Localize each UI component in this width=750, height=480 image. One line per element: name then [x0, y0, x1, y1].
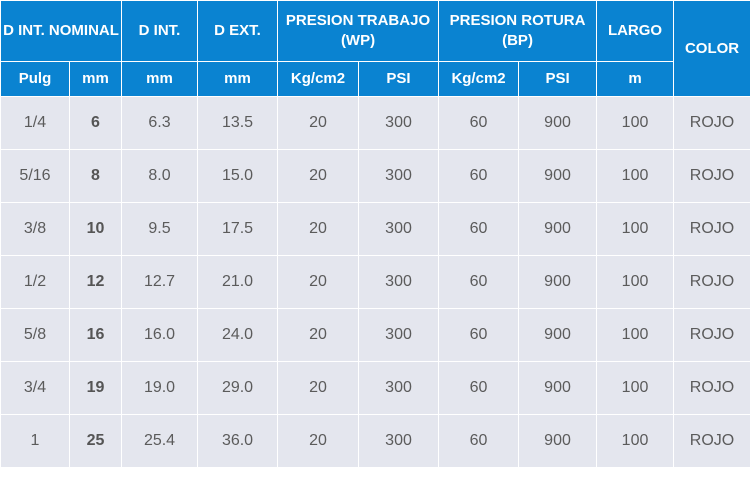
- cell-wp-kg: 20: [277, 202, 360, 256]
- cell-pulg: 3/8: [0, 202, 70, 256]
- cell-pulg: 5/16: [0, 149, 70, 203]
- cell-pulg: 1/2: [0, 255, 70, 309]
- cell-bp-kg: 60: [438, 361, 520, 415]
- cell-d-int: 19.0: [121, 361, 199, 415]
- cell-wp-kg: 20: [277, 308, 360, 362]
- cell-wp-psi: 300: [358, 96, 440, 150]
- cell-largo: 100: [596, 308, 675, 362]
- cell-mm-nominal: 8: [68, 149, 123, 203]
- unit-mm-ext: mm: [197, 61, 279, 97]
- cell-mm-nominal: 6: [68, 96, 123, 150]
- unit-mm-nominal: mm: [68, 61, 123, 97]
- table-row: 1/2 12 12.7 21.0 20 300 60 900 100 ROJO: [0, 255, 750, 309]
- header-largo: LARGO: [596, 0, 675, 62]
- unit-bp-psi: PSI: [518, 61, 598, 97]
- cell-mm-nominal: 12: [68, 255, 123, 309]
- table-row: 3/4 19 19.0 29.0 20 300 60 900 100 ROJO: [0, 361, 750, 415]
- cell-largo: 100: [596, 361, 675, 415]
- cell-bp-kg: 60: [438, 308, 520, 362]
- table-row: 5/8 16 16.0 24.0 20 300 60 900 100 ROJO: [0, 308, 750, 362]
- cell-bp-kg: 60: [438, 202, 520, 256]
- table-row: 5/16 8 8.0 15.0 20 300 60 900 100 ROJO: [0, 149, 750, 203]
- cell-wp-kg: 20: [277, 414, 360, 468]
- cell-bp-psi: 900: [518, 361, 598, 415]
- cell-bp-psi: 900: [518, 255, 598, 309]
- unit-wp-kg: Kg/cm2: [277, 61, 360, 97]
- cell-d-int: 12.7: [121, 255, 199, 309]
- cell-bp-psi: 900: [518, 308, 598, 362]
- unit-largo-m: m: [596, 61, 675, 97]
- cell-color: ROJO: [673, 202, 750, 256]
- cell-largo: 100: [596, 149, 675, 203]
- cell-wp-psi: 300: [358, 202, 440, 256]
- cell-mm-nominal: 25: [68, 414, 123, 468]
- cell-largo: 100: [596, 96, 675, 150]
- table-row: 1/4 6 6.3 13.5 20 300 60 900 100 ROJO: [0, 96, 750, 150]
- cell-color: ROJO: [673, 149, 750, 203]
- cell-pulg: 1: [0, 414, 70, 468]
- cell-wp-psi: 300: [358, 361, 440, 415]
- header-d-int-nominal: D INT. NOMINAL: [0, 0, 123, 62]
- table-row: 3/8 10 9.5 17.5 20 300 60 900 100 ROJO: [0, 202, 750, 256]
- cell-wp-kg: 20: [277, 255, 360, 309]
- unit-bp-kg: Kg/cm2: [438, 61, 520, 97]
- cell-largo: 100: [596, 255, 675, 309]
- cell-d-int: 25.4: [121, 414, 199, 468]
- cell-wp-kg: 20: [277, 149, 360, 203]
- cell-color: ROJO: [673, 414, 750, 468]
- cell-color: ROJO: [673, 96, 750, 150]
- cell-bp-psi: 900: [518, 96, 598, 150]
- cell-d-int: 16.0: [121, 308, 199, 362]
- cell-wp-psi: 300: [358, 149, 440, 203]
- hose-spec-table: D INT. NOMINAL D INT. D EXT. PRESION TRA…: [0, 0, 750, 468]
- cell-d-int: 8.0: [121, 149, 199, 203]
- cell-largo: 100: [596, 202, 675, 256]
- cell-mm-nominal: 19: [68, 361, 123, 415]
- units-row: Pulg mm mm mm Kg/cm2 PSI Kg/cm2 PSI m: [0, 61, 750, 97]
- cell-bp-psi: 900: [518, 149, 598, 203]
- cell-d-int: 6.3: [121, 96, 199, 150]
- unit-wp-psi: PSI: [358, 61, 440, 97]
- cell-wp-psi: 300: [358, 255, 440, 309]
- cell-wp-psi: 300: [358, 414, 440, 468]
- cell-pulg: 3/4: [0, 361, 70, 415]
- cell-d-ext: 36.0: [197, 414, 279, 468]
- cell-wp-kg: 20: [277, 96, 360, 150]
- header-presion-rotura: PRESION ROTURA (BP): [438, 0, 598, 62]
- cell-d-int: 9.5: [121, 202, 199, 256]
- cell-d-ext: 21.0: [197, 255, 279, 309]
- cell-bp-kg: 60: [438, 96, 520, 150]
- header-d-ext: D EXT.: [197, 0, 279, 62]
- header-row: D INT. NOMINAL D INT. D EXT. PRESION TRA…: [0, 0, 750, 97]
- cell-bp-kg: 60: [438, 149, 520, 203]
- cell-bp-kg: 60: [438, 414, 520, 468]
- header-color: COLOR: [673, 0, 750, 97]
- cell-bp-kg: 60: [438, 255, 520, 309]
- cell-d-ext: 17.5: [197, 202, 279, 256]
- table-row: 1 25 25.4 36.0 20 300 60 900 100 ROJO: [0, 414, 750, 468]
- cell-pulg: 1/4: [0, 96, 70, 150]
- unit-pulg: Pulg: [0, 61, 70, 97]
- header-d-int: D INT.: [121, 0, 199, 62]
- cell-wp-psi: 300: [358, 308, 440, 362]
- cell-d-ext: 24.0: [197, 308, 279, 362]
- cell-largo: 100: [596, 414, 675, 468]
- unit-mm-int: mm: [121, 61, 199, 97]
- cell-d-ext: 15.0: [197, 149, 279, 203]
- cell-color: ROJO: [673, 308, 750, 362]
- cell-color: ROJO: [673, 361, 750, 415]
- cell-wp-kg: 20: [277, 361, 360, 415]
- cell-pulg: 5/8: [0, 308, 70, 362]
- cell-bp-psi: 900: [518, 202, 598, 256]
- cell-d-ext: 29.0: [197, 361, 279, 415]
- cell-mm-nominal: 10: [68, 202, 123, 256]
- cell-bp-psi: 900: [518, 414, 598, 468]
- cell-color: ROJO: [673, 255, 750, 309]
- cell-d-ext: 13.5: [197, 96, 279, 150]
- header-presion-trabajo: PRESION TRABAJO (WP): [277, 0, 440, 62]
- cell-mm-nominal: 16: [68, 308, 123, 362]
